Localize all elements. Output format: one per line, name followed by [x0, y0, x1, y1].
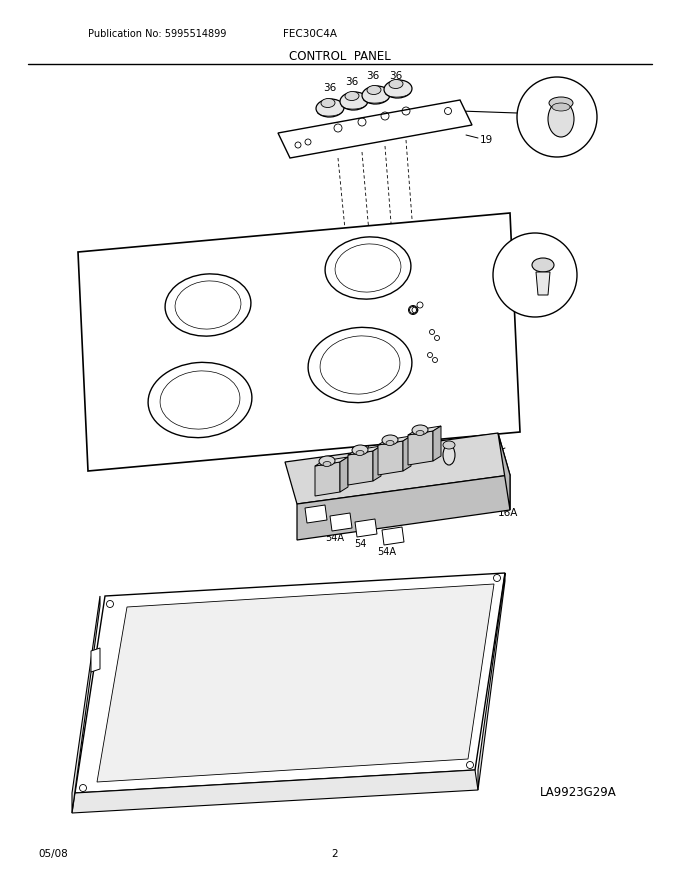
Polygon shape	[498, 433, 510, 510]
Ellipse shape	[367, 85, 381, 94]
Text: 54A: 54A	[326, 533, 345, 543]
Ellipse shape	[352, 445, 368, 455]
Polygon shape	[72, 770, 478, 813]
Circle shape	[517, 77, 597, 157]
Ellipse shape	[443, 441, 455, 449]
Polygon shape	[75, 573, 505, 793]
Ellipse shape	[382, 435, 398, 445]
Polygon shape	[285, 433, 510, 504]
Ellipse shape	[412, 425, 428, 435]
Text: 2: 2	[332, 849, 339, 859]
Text: 36: 36	[390, 71, 403, 81]
Polygon shape	[340, 457, 348, 492]
Polygon shape	[536, 272, 550, 295]
Circle shape	[493, 233, 577, 317]
Ellipse shape	[532, 258, 554, 272]
Polygon shape	[348, 451, 373, 485]
Text: 36: 36	[324, 83, 337, 93]
Text: 05/08: 05/08	[38, 849, 68, 859]
Ellipse shape	[384, 80, 412, 98]
Polygon shape	[278, 100, 472, 158]
Ellipse shape	[316, 99, 344, 117]
Text: 16A: 16A	[498, 508, 518, 518]
Polygon shape	[91, 648, 100, 672]
Text: 36: 36	[367, 71, 379, 81]
Ellipse shape	[416, 430, 424, 436]
Text: 54: 54	[354, 539, 367, 549]
Text: 16: 16	[498, 422, 511, 432]
Polygon shape	[305, 505, 327, 523]
Ellipse shape	[340, 92, 368, 110]
Text: Publication No: 5995514899: Publication No: 5995514899	[88, 29, 226, 39]
Polygon shape	[403, 436, 411, 471]
Text: 46: 46	[535, 101, 550, 114]
Polygon shape	[78, 213, 520, 471]
Polygon shape	[97, 584, 494, 782]
Text: 69: 69	[512, 259, 527, 272]
Ellipse shape	[321, 99, 335, 107]
Ellipse shape	[356, 451, 364, 456]
Ellipse shape	[345, 92, 359, 100]
Polygon shape	[378, 436, 411, 445]
Text: 19: 19	[480, 135, 493, 145]
Text: 54: 54	[304, 525, 316, 535]
Polygon shape	[297, 475, 510, 540]
Text: FEC30C4A: FEC30C4A	[283, 29, 337, 39]
Text: LA9923G29A: LA9923G29A	[540, 786, 616, 798]
Polygon shape	[408, 431, 433, 465]
Polygon shape	[348, 446, 381, 455]
Ellipse shape	[549, 97, 573, 109]
Text: 74: 74	[386, 413, 400, 423]
Ellipse shape	[386, 441, 394, 445]
Ellipse shape	[443, 445, 455, 465]
Ellipse shape	[552, 103, 570, 111]
Text: 14: 14	[460, 469, 473, 479]
Text: 74: 74	[311, 442, 324, 452]
Polygon shape	[378, 441, 403, 475]
Text: 74: 74	[337, 432, 350, 442]
Polygon shape	[315, 457, 348, 466]
Polygon shape	[373, 446, 381, 481]
Text: CONTROL  PANEL: CONTROL PANEL	[289, 49, 391, 62]
Text: 36: 36	[345, 77, 358, 87]
Polygon shape	[382, 527, 404, 545]
Ellipse shape	[389, 79, 403, 89]
Polygon shape	[72, 596, 100, 813]
Polygon shape	[330, 513, 352, 531]
Polygon shape	[355, 519, 377, 537]
Polygon shape	[408, 426, 441, 435]
Ellipse shape	[548, 101, 574, 137]
Ellipse shape	[323, 461, 331, 466]
Text: 54A: 54A	[377, 547, 396, 557]
Polygon shape	[433, 426, 441, 461]
Ellipse shape	[362, 86, 390, 104]
Ellipse shape	[319, 456, 335, 466]
Polygon shape	[315, 462, 340, 496]
Polygon shape	[478, 573, 505, 790]
Text: 74: 74	[361, 422, 375, 432]
